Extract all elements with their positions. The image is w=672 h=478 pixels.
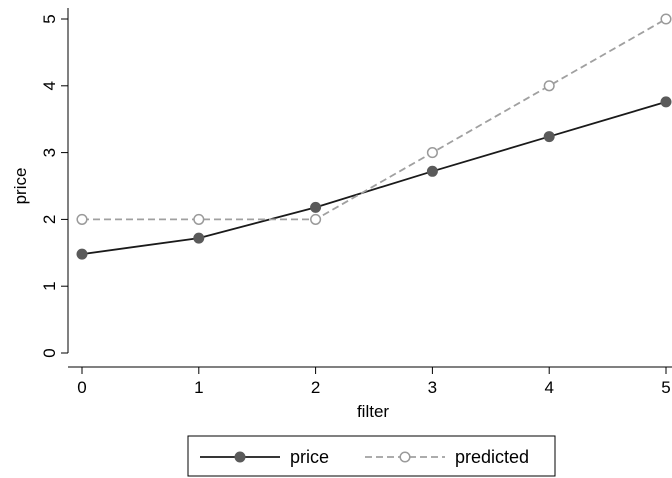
y-axis-label: price (11, 168, 30, 205)
legend-label-predicted: predicted (455, 447, 529, 467)
series-predicted (76, 13, 672, 225)
y-tick-label: 1 (40, 281, 59, 290)
series-line-price (81, 100, 667, 256)
data-point-price (426, 165, 438, 177)
y-tick-label: 2 (40, 215, 59, 224)
legend-item-price: price (200, 447, 329, 467)
series-line-predicted (82, 18, 667, 221)
data-point-predicted (426, 147, 438, 159)
data-point-predicted (543, 80, 555, 92)
y-tick-label: 3 (40, 148, 59, 157)
y-tick-label: 4 (40, 81, 59, 90)
data-point-price (76, 248, 88, 260)
data-point-predicted (193, 213, 205, 225)
legend-item-predicted: predicted (365, 447, 529, 467)
x-tick-label: 5 (661, 378, 670, 397)
legend: price predicted (187, 435, 556, 477)
data-point-price (543, 131, 555, 143)
x-tick-label: 2 (311, 378, 320, 397)
x-tick-label: 4 (544, 378, 553, 397)
data-point-predicted (660, 13, 672, 25)
legend-label-price: price (290, 447, 329, 467)
x-axis-label: filter (357, 402, 389, 421)
data-point-predicted (310, 213, 322, 225)
y-tick-label: 0 (40, 348, 59, 357)
x-tick-label: 0 (77, 378, 86, 397)
axes: 0 1 2 3 4 5 0 1 2 3 4 5 (40, 8, 672, 397)
legend-box (187, 435, 556, 477)
legend-marker-price (234, 451, 246, 463)
data-point-predicted (76, 213, 88, 225)
legend-marker-predicted (399, 451, 411, 463)
data-point-price (660, 96, 672, 108)
series-price (76, 96, 672, 260)
y-tick-label: 5 (40, 14, 59, 23)
series-layer (76, 13, 672, 260)
x-tick-label: 3 (428, 378, 437, 397)
x-tick-label: 1 (194, 378, 203, 397)
data-point-price (193, 232, 205, 244)
data-point-price (310, 201, 322, 213)
